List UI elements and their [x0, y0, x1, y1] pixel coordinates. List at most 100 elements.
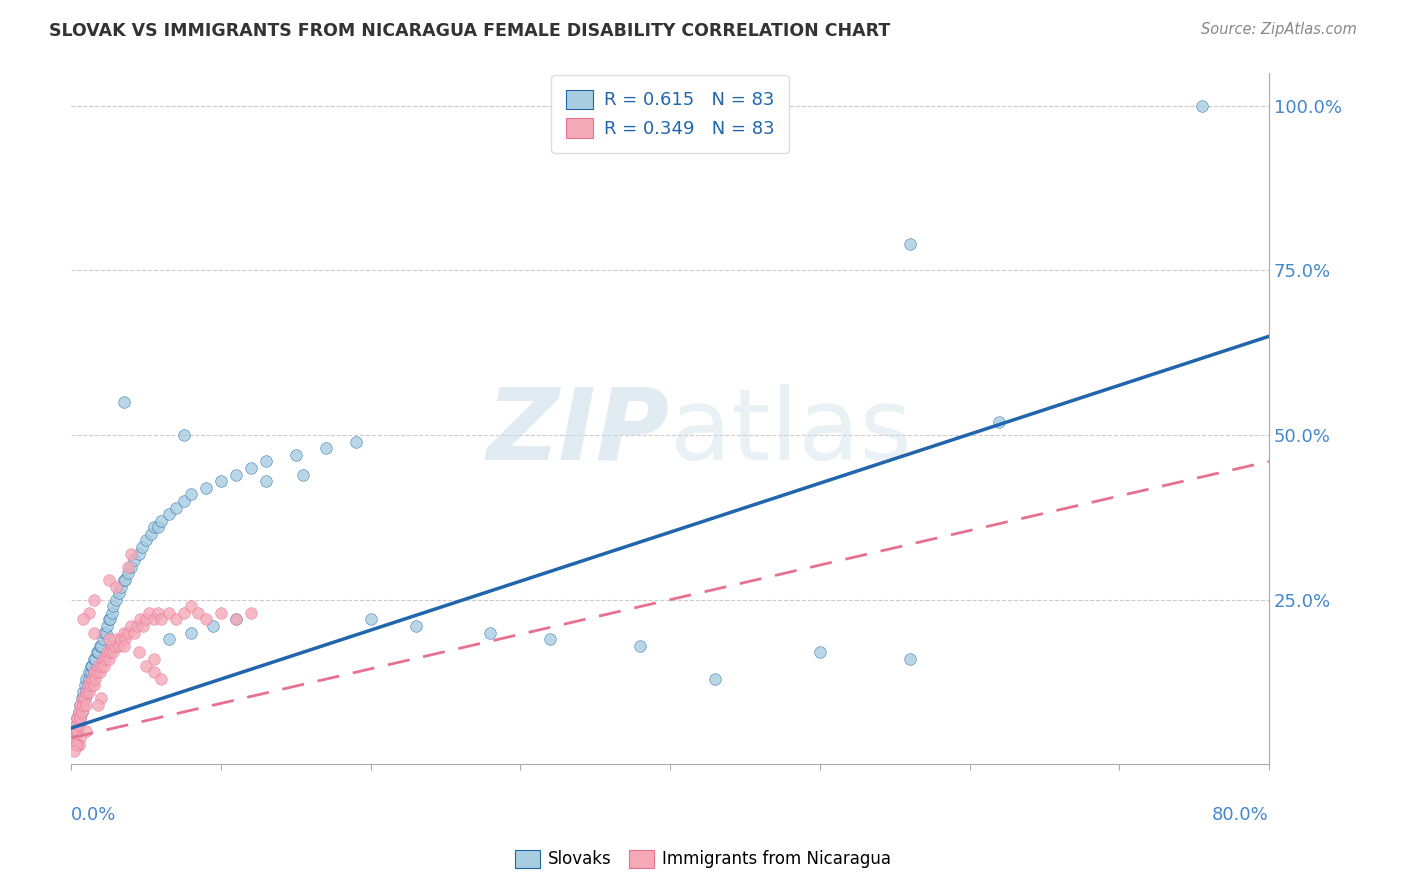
Text: 0.0%: 0.0% [72, 805, 117, 823]
Point [898, 652, 921, 666]
Point [67, 705, 90, 719]
Point [122, 553, 145, 567]
Point [66, 738, 89, 752]
Point [80, 665, 103, 679]
Point [72, 612, 94, 626]
Point [180, 625, 202, 640]
Point [65, 724, 87, 739]
Point [83, 625, 105, 640]
Point [65, 738, 87, 752]
Point [157, 606, 180, 620]
Point [127, 619, 149, 633]
Point [77, 665, 100, 679]
Point [96, 645, 118, 659]
Point [110, 580, 132, 594]
Point [104, 639, 127, 653]
Point [202, 619, 225, 633]
Point [180, 599, 202, 614]
Point [75, 698, 97, 712]
Point [142, 520, 165, 534]
Point [94, 652, 117, 666]
Point [82, 672, 104, 686]
Point [80, 658, 103, 673]
Point [94, 625, 117, 640]
Point [83, 665, 105, 679]
Point [209, 474, 232, 488]
Point [83, 592, 105, 607]
Point [165, 612, 187, 626]
Text: ZIP: ZIP [486, 384, 671, 481]
Point [146, 606, 169, 620]
Point [83, 678, 105, 692]
Point [84, 672, 107, 686]
Point [93, 658, 115, 673]
Point [165, 500, 187, 515]
Point [117, 625, 139, 640]
Point [157, 507, 180, 521]
Point [67, 738, 90, 752]
Point [97, 573, 120, 587]
Point [315, 442, 337, 456]
Point [69, 731, 91, 745]
Point [66, 711, 89, 725]
Point [72, 698, 94, 712]
Point [80, 678, 103, 692]
Point [75, 685, 97, 699]
Point [898, 237, 921, 252]
Point [110, 632, 132, 647]
Point [628, 639, 651, 653]
Point [87, 645, 110, 659]
Point [69, 698, 91, 712]
Point [479, 625, 502, 640]
Point [65, 724, 87, 739]
Point [76, 678, 98, 692]
Legend: R = 0.615   N = 83, R = 0.349   N = 83: R = 0.615 N = 83, R = 0.349 N = 83 [551, 75, 789, 153]
Point [105, 632, 128, 647]
Point [89, 665, 111, 679]
Point [67, 718, 90, 732]
Point [108, 586, 131, 600]
Point [239, 461, 262, 475]
Point [89, 639, 111, 653]
Point [128, 645, 150, 659]
Point [91, 632, 114, 647]
Point [239, 606, 262, 620]
Point [225, 612, 247, 626]
Point [150, 612, 173, 626]
Point [131, 540, 153, 554]
Point [146, 520, 169, 534]
Text: SLOVAK VS IMMIGRANTS FROM NICARAGUA FEMALE DISABILITY CORRELATION CHART: SLOVAK VS IMMIGRANTS FROM NICARAGUA FEMA… [49, 22, 890, 40]
Point [120, 559, 142, 574]
Point [808, 645, 831, 659]
Point [209, 606, 232, 620]
Point [195, 481, 218, 495]
Point [66, 724, 89, 739]
Point [187, 606, 209, 620]
Point [77, 606, 100, 620]
Point [69, 711, 91, 725]
Point [87, 698, 110, 712]
Point [75, 685, 97, 699]
Point [132, 619, 155, 633]
Point [97, 652, 120, 666]
Point [75, 724, 97, 739]
Legend: Slovaks, Immigrants from Nicaragua: Slovaks, Immigrants from Nicaragua [506, 841, 900, 877]
Point [83, 665, 105, 679]
Point [180, 487, 202, 501]
Point [135, 612, 157, 626]
Point [77, 685, 100, 699]
Point [101, 645, 124, 659]
Point [70, 691, 93, 706]
Point [70, 705, 93, 719]
Point [65, 718, 87, 732]
Point [128, 547, 150, 561]
Point [76, 678, 98, 692]
Point [73, 691, 96, 706]
Point [67, 718, 90, 732]
Point [91, 652, 114, 666]
Point [77, 672, 100, 686]
Point [63, 731, 86, 745]
Point [83, 652, 105, 666]
Point [360, 612, 382, 626]
Point [112, 573, 135, 587]
